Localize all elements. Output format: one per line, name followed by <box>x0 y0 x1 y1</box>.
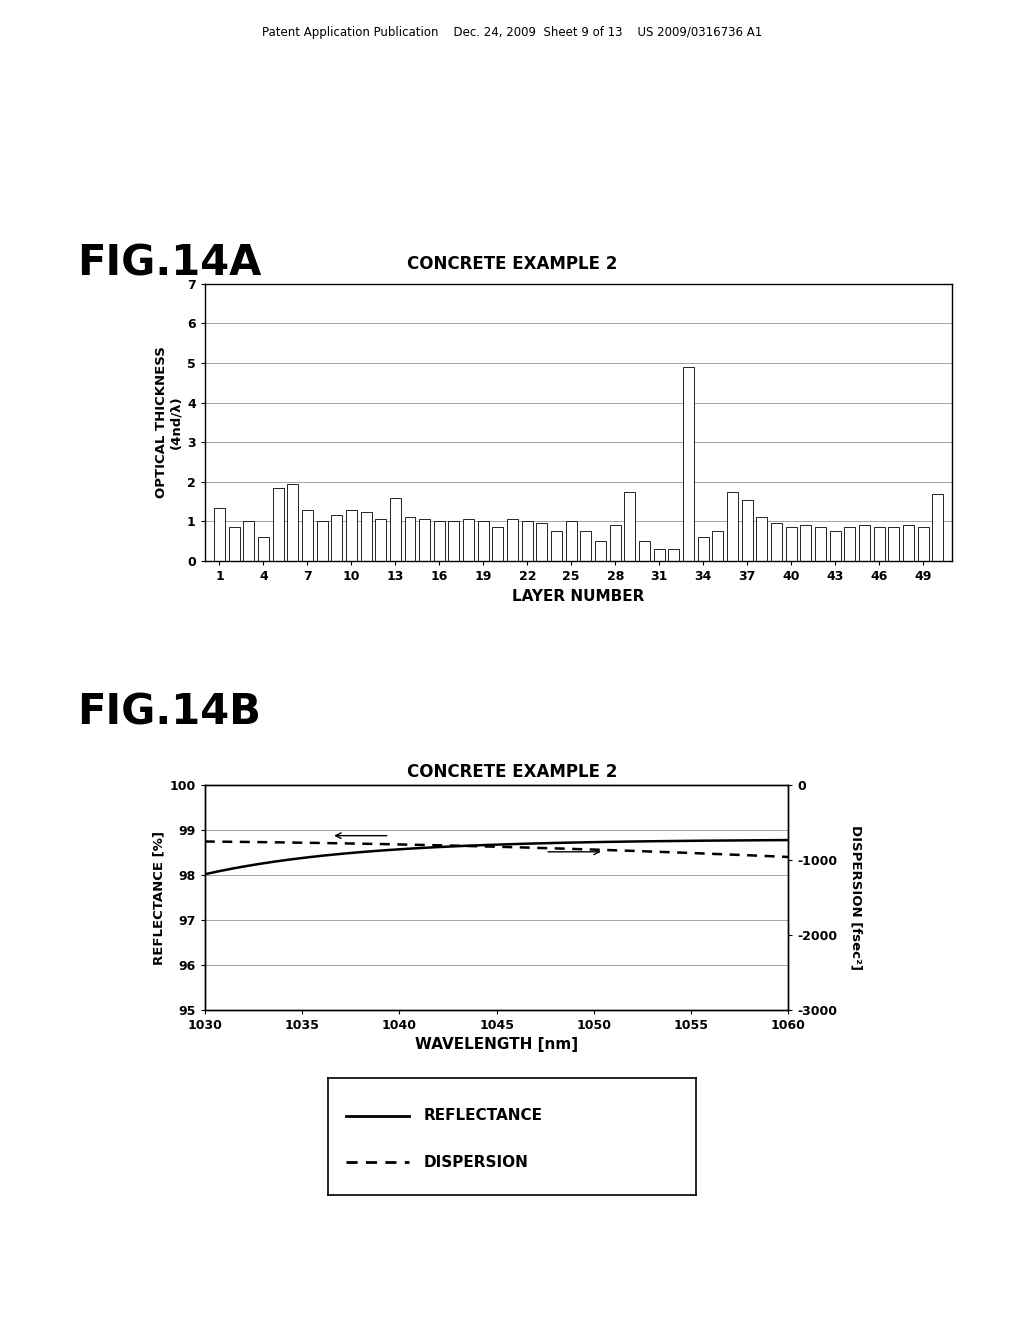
Bar <box>478 521 488 561</box>
Bar <box>214 508 225 561</box>
Bar <box>288 484 298 561</box>
DISPERSION <box>544 841 556 857</box>
Y-axis label: REFLECTANCE [%]: REFLECTANCE [%] <box>153 830 165 965</box>
Bar <box>565 521 577 561</box>
Bar <box>272 488 284 561</box>
Bar <box>932 494 943 561</box>
Text: CONCRETE EXAMPLE 2: CONCRETE EXAMPLE 2 <box>407 763 617 781</box>
REFLECTANCE <box>782 832 795 847</box>
Bar <box>741 500 753 561</box>
Bar <box>859 525 869 561</box>
X-axis label: WAVELENGTH [nm]: WAVELENGTH [nm] <box>415 1038 579 1052</box>
Bar <box>551 532 562 561</box>
Line: REFLECTANCE: REFLECTANCE <box>205 840 788 874</box>
Bar <box>331 516 342 561</box>
Text: DISPERSION: DISPERSION <box>424 1155 528 1170</box>
Bar <box>493 528 504 561</box>
Bar <box>302 510 313 561</box>
Bar <box>713 532 723 561</box>
Bar <box>537 524 548 561</box>
DISPERSION <box>782 849 795 865</box>
Bar <box>815 528 826 561</box>
Bar <box>873 528 885 561</box>
X-axis label: LAYER NUMBER: LAYER NUMBER <box>512 589 645 603</box>
Bar <box>683 367 694 561</box>
Bar <box>639 541 650 561</box>
DISPERSION <box>199 834 211 850</box>
REFLECTANCE <box>728 833 740 849</box>
Bar <box>771 524 782 561</box>
Bar <box>581 532 592 561</box>
Bar <box>595 541 606 561</box>
Bar <box>697 537 709 561</box>
Bar <box>903 525 913 561</box>
Bar <box>390 498 400 561</box>
Bar <box>228 528 240 561</box>
Bar <box>507 520 518 561</box>
DISPERSION <box>201 834 213 850</box>
Bar <box>346 510 357 561</box>
REFLECTANCE <box>544 836 556 851</box>
Y-axis label: DISPERSION [fsec²]: DISPERSION [fsec²] <box>850 825 862 970</box>
Y-axis label: OPTICAL THICKNESS
(4nd/λ): OPTICAL THICKNESS (4nd/λ) <box>155 346 183 499</box>
Bar <box>609 525 621 561</box>
Text: REFLECTANCE: REFLECTANCE <box>424 1107 543 1123</box>
Bar <box>419 520 430 561</box>
DISPERSION <box>690 845 702 861</box>
Bar <box>844 528 855 561</box>
Bar <box>829 532 841 561</box>
Bar <box>449 521 460 561</box>
Text: FIG.14B: FIG.14B <box>77 692 261 734</box>
Bar <box>360 512 372 561</box>
Bar <box>375 520 386 561</box>
Bar <box>918 528 929 561</box>
Bar <box>800 525 811 561</box>
DISPERSION <box>728 846 740 862</box>
Bar <box>653 549 665 561</box>
REFLECTANCE <box>690 833 702 849</box>
Text: Patent Application Publication    Dec. 24, 2009  Sheet 9 of 13    US 2009/031673: Patent Application Publication Dec. 24, … <box>262 26 762 40</box>
Bar <box>434 521 444 561</box>
Bar <box>727 492 738 561</box>
Bar <box>669 549 679 561</box>
Text: FIG.14A: FIG.14A <box>77 243 261 285</box>
Bar <box>757 517 767 561</box>
Bar <box>785 528 797 561</box>
Text: CONCRETE EXAMPLE 2: CONCRETE EXAMPLE 2 <box>407 255 617 273</box>
REFLECTANCE <box>546 836 558 851</box>
Bar <box>404 517 416 561</box>
DISPERSION <box>546 841 558 857</box>
REFLECTANCE <box>199 866 211 882</box>
Bar <box>625 492 635 561</box>
Bar <box>244 521 254 561</box>
REFLECTANCE <box>201 866 213 882</box>
Line: DISPERSION: DISPERSION <box>205 842 788 857</box>
Bar <box>888 528 899 561</box>
REFLECTANCE <box>556 834 568 850</box>
DISPERSION <box>556 841 568 857</box>
Bar <box>463 520 474 561</box>
Bar <box>258 537 269 561</box>
Bar <box>522 521 532 561</box>
Bar <box>316 521 328 561</box>
